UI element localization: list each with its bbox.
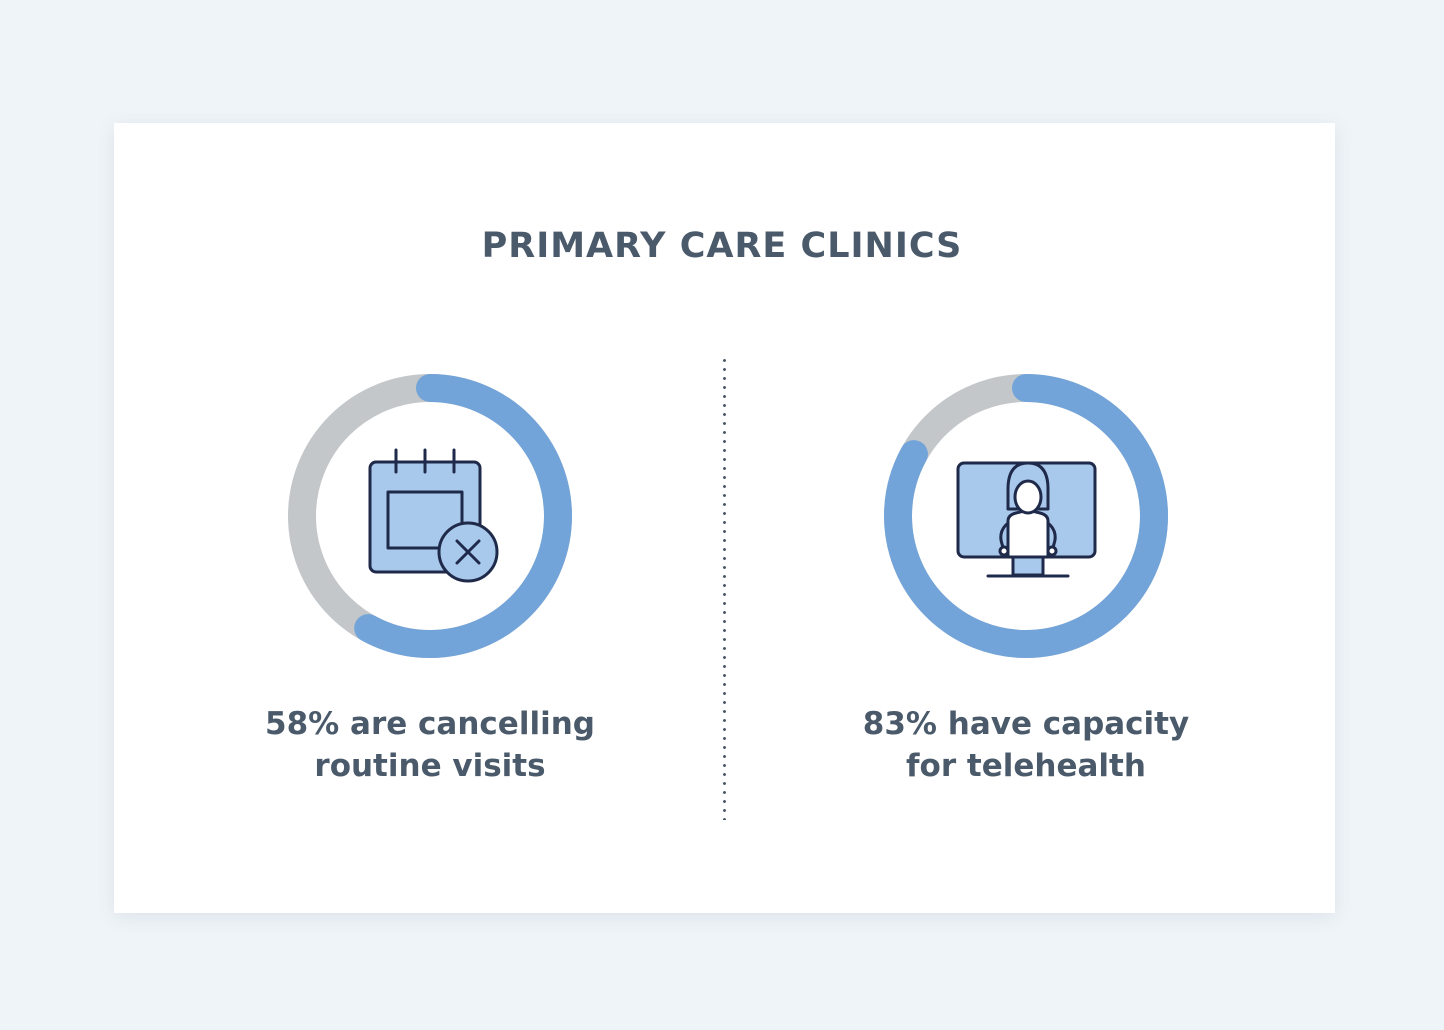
- calendar-cancel-icon: [368, 448, 499, 583]
- caption-line-2: for telehealth: [906, 748, 1146, 784]
- caption-line-1: 58% are cancelling: [265, 706, 595, 742]
- donut-svg: [884, 374, 1168, 658]
- donut-svg: [288, 374, 572, 658]
- stat-caption: 58% are cancelling routine visits: [220, 703, 640, 787]
- donut-value-arc: [288, 374, 572, 658]
- donut-value-arc: [884, 374, 1168, 658]
- dotted-divider: [723, 356, 726, 820]
- caption-line-1: 83% have capacity: [862, 706, 1190, 742]
- page-title: PRIMARY CARE CLINICS: [481, 226, 963, 266]
- donut-chart-telehealth: [816, 360, 1236, 670]
- telehealth-monitor-icon: [956, 461, 1097, 578]
- caption-line-2: routine visits: [314, 748, 546, 784]
- donut-chart-cancelling: [220, 360, 640, 670]
- stat-caption: 83% have capacity for telehealth: [816, 703, 1236, 787]
